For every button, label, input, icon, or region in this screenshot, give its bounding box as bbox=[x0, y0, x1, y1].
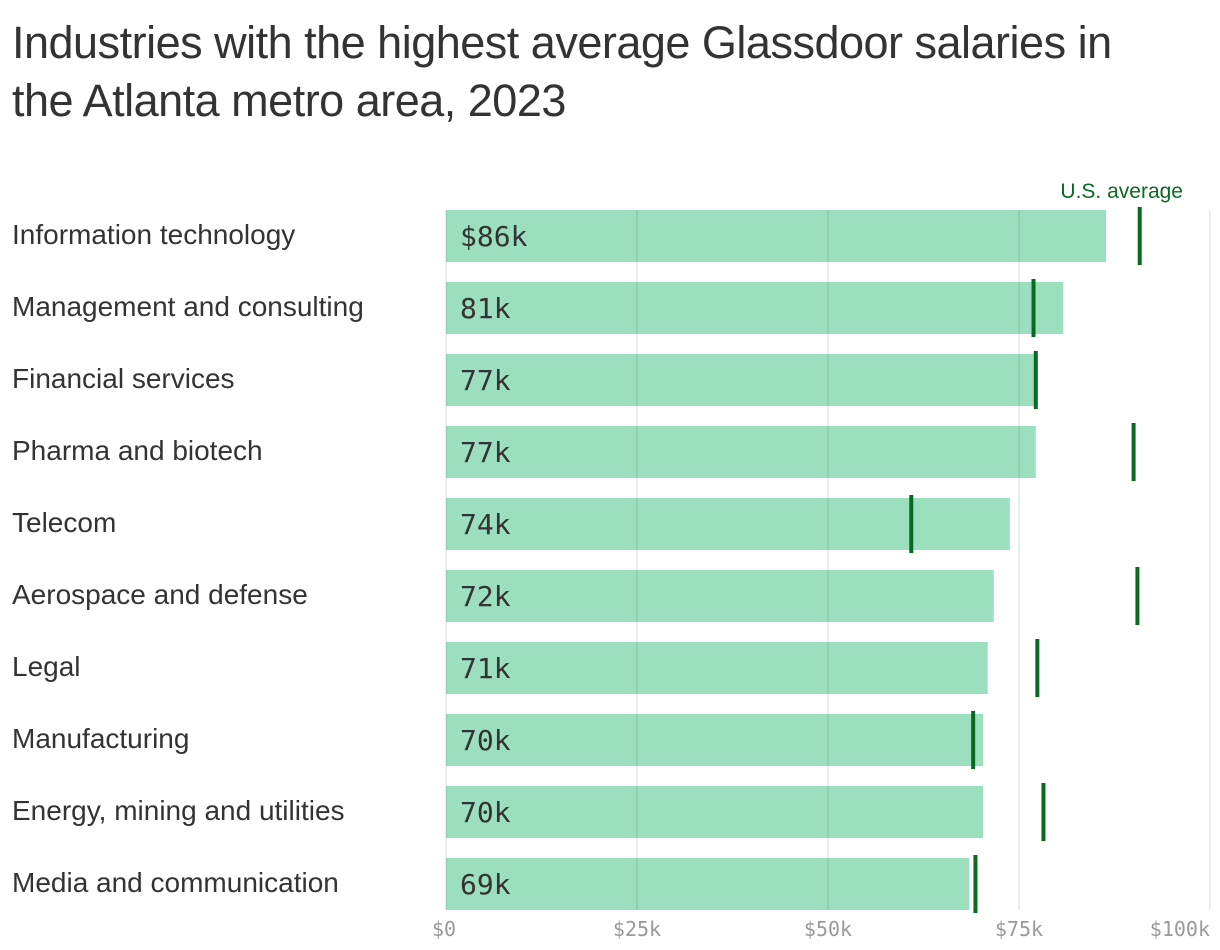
us-average-marker bbox=[1135, 567, 1140, 625]
bar bbox=[446, 642, 988, 694]
legend-us-average: U.S. average bbox=[1060, 180, 1183, 203]
x-tick-label: $100k bbox=[1150, 917, 1210, 941]
category-label: Energy, mining and utilities bbox=[12, 795, 345, 826]
us-average-marker bbox=[1031, 279, 1036, 337]
chart-title: Industries with the highest average Glas… bbox=[12, 17, 1112, 126]
data-label: 70k bbox=[460, 724, 511, 757]
data-label: 77k bbox=[460, 436, 511, 469]
us-average-marker bbox=[1033, 351, 1038, 409]
data-label: 70k bbox=[460, 796, 511, 829]
category-label: Aerospace and defense bbox=[12, 579, 308, 610]
bar bbox=[446, 210, 1107, 262]
category-label: Pharma and biotech bbox=[12, 435, 263, 466]
category-label: Telecom bbox=[12, 507, 116, 538]
bar bbox=[446, 858, 970, 910]
x-tick-label: $0 bbox=[432, 917, 456, 941]
data-label: 69k bbox=[460, 868, 511, 901]
x-tick-label: $75k bbox=[995, 917, 1043, 941]
bar bbox=[446, 354, 1036, 406]
category-label: Media and communication bbox=[12, 867, 339, 898]
category-label: Financial services bbox=[12, 363, 235, 394]
data-label: 81k bbox=[460, 292, 511, 325]
x-tick-label: $25k bbox=[613, 917, 661, 941]
category-label: Management and consulting bbox=[12, 291, 364, 322]
us-average-marker bbox=[1131, 423, 1136, 481]
bar bbox=[446, 282, 1064, 334]
x-tick-label: $50k bbox=[804, 917, 852, 941]
category-label: Manufacturing bbox=[12, 723, 189, 754]
category-label: Information technology bbox=[12, 219, 295, 250]
bar bbox=[446, 570, 994, 622]
us-average-marker bbox=[1035, 639, 1040, 697]
bar bbox=[446, 786, 984, 838]
us-average-marker bbox=[971, 711, 976, 769]
us-average-marker bbox=[1041, 783, 1046, 841]
category-label: Legal bbox=[12, 651, 81, 682]
data-label: 71k bbox=[460, 652, 511, 685]
bar bbox=[446, 426, 1036, 478]
data-label: $86k bbox=[460, 220, 528, 253]
data-label: 74k bbox=[460, 508, 511, 541]
data-label: 77k bbox=[460, 364, 511, 397]
bar bbox=[446, 714, 984, 766]
us-average-marker bbox=[1137, 207, 1142, 265]
data-label: 72k bbox=[460, 580, 511, 613]
us-average-marker bbox=[909, 495, 914, 553]
us-average-marker bbox=[973, 855, 978, 913]
bar bbox=[446, 498, 1010, 550]
